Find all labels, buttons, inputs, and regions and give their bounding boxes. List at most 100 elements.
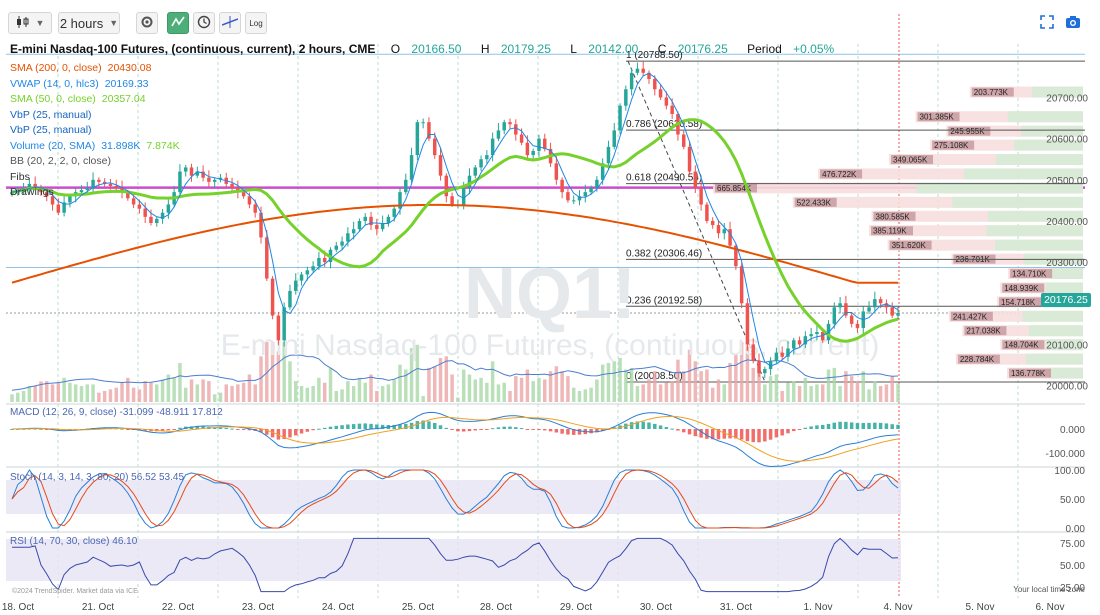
legend-item[interactable]: Volume (20, SMA) 31.898K 7.874K [10, 140, 180, 152]
legend-item[interactable]: VbP (25, manual) [10, 124, 92, 136]
candle [178, 171, 182, 193]
log-scale-button[interactable]: Log [245, 12, 267, 34]
volume-bar [624, 369, 628, 402]
indicators-button[interactable] [167, 12, 189, 34]
legend-item[interactable]: Fibs [10, 171, 30, 183]
candle [299, 274, 304, 281]
candle [728, 229, 732, 246]
volume-bar [525, 369, 530, 402]
candle [322, 257, 327, 263]
volume-bar [600, 364, 605, 402]
x-tick-label: 28. Oct [480, 602, 512, 613]
stoch-band [6, 480, 901, 514]
chart-type-button[interactable]: ▼ [8, 12, 52, 34]
volume-bar [380, 386, 385, 402]
camera-icon[interactable] [1065, 15, 1080, 29]
macd-histogram-bar [160, 429, 165, 431]
candle [485, 155, 489, 160]
volume-bar [247, 374, 252, 402]
candle [832, 307, 837, 324]
drawing-tool-button[interactable] [219, 12, 241, 34]
candle [768, 360, 773, 370]
candle [878, 299, 883, 304]
volume-bar [16, 392, 20, 402]
copyright-text: ©2024 TrendSpider. Market data via ICE [12, 587, 138, 595]
legend-item[interactable]: BB (20, 2, 2, 0, close) [10, 155, 111, 167]
macd-histogram-bar [514, 427, 518, 429]
vbp-bar-up [1022, 310, 1083, 322]
candle [682, 134, 686, 147]
volume-sma-line [11, 354, 899, 391]
candle [45, 192, 49, 197]
watermark-symbol: NQ1! [464, 254, 636, 334]
vbp-label: 301.385K [920, 113, 955, 122]
macd-histogram-bar [485, 429, 489, 430]
legend-item[interactable]: Drawings [10, 186, 54, 198]
volume-bar [774, 374, 779, 402]
toolbar: ▼ 2 hours ▼ Log [0, 0, 1100, 44]
volume-bar [635, 386, 640, 402]
x-tick-label: 4. Nov [884, 602, 913, 613]
candle [421, 122, 425, 124]
macd-histogram-bar [259, 429, 263, 433]
macd-histogram-bar [346, 424, 350, 429]
macd-histogram-bar [45, 429, 49, 430]
legend-item[interactable]: VWAP (14, 0, hlc3) 20169.33 [10, 78, 149, 90]
vbp-bar-up [987, 210, 1083, 222]
macd-histogram-bar [456, 429, 460, 432]
vbp-bar [930, 139, 1083, 151]
vbp-bar-up [995, 239, 1083, 251]
interval-select[interactable]: 2 hours ▼ [58, 12, 120, 34]
macd-histogram-bar [832, 422, 837, 429]
volume-bar [322, 382, 327, 402]
settings-button[interactable] [136, 12, 158, 34]
volume-bar [838, 386, 842, 402]
volume-bar [797, 386, 802, 402]
legend-item[interactable]: SMA (200, 0, close) 20430.08 [10, 62, 151, 74]
volume-bar [224, 384, 228, 402]
macd-histogram-bar [826, 423, 831, 429]
candle [792, 340, 796, 349]
legend-item[interactable]: SMA (50, 0, close) 20357.04 [10, 93, 146, 105]
candle [102, 181, 107, 184]
vbp-label: 380.585K [876, 212, 911, 221]
volume-bar [826, 369, 831, 402]
high-value: 20179.25 [500, 42, 551, 56]
macd-histogram-bar [265, 429, 269, 435]
fullscreen-icon[interactable] [1040, 15, 1054, 29]
volume-bar [803, 377, 808, 402]
candle [207, 177, 211, 182]
y-tick-label: 20600.00 [1046, 135, 1088, 146]
candle [392, 208, 396, 217]
x-tick-label: 31. Oct [720, 602, 752, 613]
volume-bar [577, 391, 582, 402]
volume-bar [50, 384, 55, 402]
legend-item[interactable]: VbP (25, manual) [10, 109, 92, 121]
volume-bar [415, 344, 420, 402]
macd-histogram-bar [201, 426, 205, 429]
macd-histogram-bar [687, 429, 692, 435]
macd-histogram-bar [508, 426, 512, 429]
candle [270, 278, 275, 316]
watermark: NQ1! E-mini Nasdaq-100 Futures, (continu… [221, 254, 880, 362]
volume-bar [682, 371, 686, 402]
macd-histogram-bar [427, 421, 431, 429]
volume-bar [456, 397, 460, 402]
volume-bar [73, 384, 78, 402]
candle [79, 190, 84, 193]
vbp-label-bg [715, 183, 757, 193]
macd-histogram-bar [635, 421, 640, 429]
macd-histogram-bar [543, 429, 547, 431]
clock-button[interactable] [193, 12, 215, 34]
macd-histogram-bar [351, 424, 356, 429]
volume-bar [369, 374, 373, 402]
vbp-label: 245.955K [950, 127, 985, 136]
vbp-label: 385.119K [873, 227, 907, 236]
candle [855, 323, 860, 328]
candle [896, 313, 900, 316]
volume-bar [79, 386, 84, 402]
macd-histogram-bar [230, 428, 234, 430]
volume-bar [751, 367, 755, 402]
volume-bar [641, 384, 645, 402]
